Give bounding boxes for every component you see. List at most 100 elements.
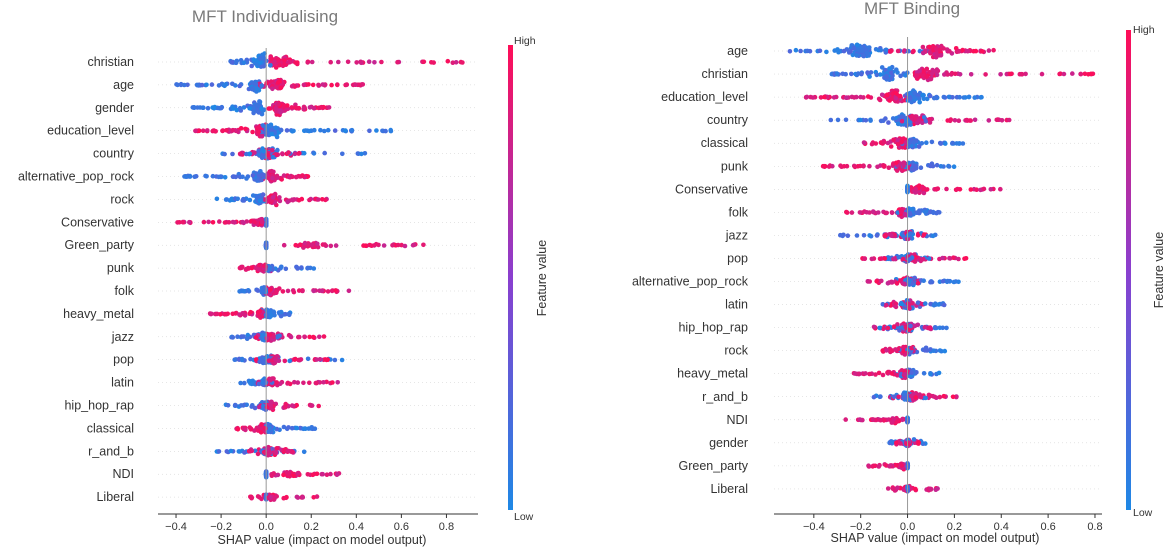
shap-point [879, 65, 885, 70]
shap-point [210, 220, 216, 225]
shap-point [994, 117, 1000, 123]
shap-point [335, 82, 340, 88]
shap-point [894, 281, 900, 286]
feature-label: country [707, 113, 749, 127]
feature-label: pop [727, 251, 748, 265]
shap-point [252, 405, 258, 411]
shap-point [867, 45, 872, 50]
shap-point [923, 48, 928, 53]
shap-point [840, 71, 845, 77]
shap-point [952, 71, 958, 77]
shap-point [986, 118, 992, 123]
shap-point [319, 471, 325, 477]
shap-point [911, 48, 916, 54]
shap-point [303, 128, 309, 133]
shap-point [269, 399, 274, 405]
shap-point [843, 117, 849, 123]
shap-point [263, 130, 268, 136]
shap-point [309, 59, 315, 65]
shap-point [867, 233, 872, 238]
shap-point [305, 356, 311, 362]
shap-point [193, 128, 198, 134]
shap-point [952, 118, 958, 123]
shap-point [283, 311, 288, 317]
feature-label: heavy_metal [63, 307, 134, 321]
shap-point [828, 117, 834, 123]
shap-point [902, 211, 908, 217]
shap-point [344, 82, 350, 87]
shap-point [285, 288, 291, 294]
shap-point [805, 48, 810, 54]
shap-point [294, 494, 300, 500]
shap-point [421, 242, 426, 248]
shap-point [312, 426, 318, 432]
feature-label: folk [115, 284, 135, 298]
shap-point [241, 334, 246, 339]
shap-point [921, 278, 926, 284]
shap-point [956, 256, 961, 262]
shap-point [946, 94, 952, 100]
shap-point [998, 186, 1003, 192]
shap-point [943, 141, 948, 146]
shap-point [257, 198, 263, 204]
feature-label: folk [729, 205, 749, 219]
shap-point [215, 105, 221, 111]
shap-point [285, 380, 291, 386]
shap-point [907, 256, 913, 262]
shap-point [273, 357, 278, 362]
shap-point [277, 381, 283, 387]
shap-point [944, 186, 949, 192]
shap-point [294, 425, 300, 431]
shap-point [887, 66, 892, 71]
shap-point [315, 241, 320, 247]
shap-point [899, 301, 905, 307]
shap-point [274, 173, 280, 179]
shap-point [266, 358, 272, 364]
colorbar: High Low Feature value [508, 35, 549, 523]
shap-point [310, 472, 316, 478]
shap-point [270, 147, 275, 153]
feature-label: Conservative [675, 182, 748, 196]
shap-point [968, 72, 974, 77]
shap-point [328, 59, 334, 65]
shap-point [929, 139, 935, 145]
shap-point [270, 195, 276, 200]
shap-point [247, 106, 252, 111]
shap-point [1006, 117, 1012, 123]
shap-point [240, 264, 245, 270]
shap-point [928, 76, 934, 82]
shap-point [278, 313, 284, 319]
shap-point [898, 73, 903, 79]
shap-point [328, 471, 333, 477]
shap-point [261, 55, 266, 61]
shap-point [301, 150, 307, 156]
shap-point [255, 288, 261, 293]
shap-point [951, 164, 957, 169]
shap-point [1061, 71, 1067, 77]
shap-point [817, 48, 823, 54]
shap-point [174, 82, 179, 87]
shap-point [295, 60, 300, 65]
shap-point [269, 473, 275, 479]
shap-point [264, 354, 270, 359]
shap-point [973, 48, 979, 54]
shap-point [335, 380, 341, 385]
x-tick-label: 0.8 [439, 521, 454, 533]
shap-point [411, 242, 417, 248]
shap-point [1039, 71, 1045, 77]
shap-point [273, 65, 279, 70]
feature-label: country [93, 147, 135, 161]
shap-point [935, 186, 941, 191]
x-tick-label: −0.2 [210, 521, 232, 533]
shap-point [882, 233, 888, 238]
feature-label: hip_hop_rap [678, 321, 748, 335]
shap-point [316, 197, 321, 202]
shap-point [278, 127, 284, 133]
shap-point [208, 311, 214, 317]
feature-label: pop [113, 353, 134, 367]
shap-point [296, 151, 302, 156]
shap-point [822, 94, 827, 100]
shap-point [937, 325, 943, 331]
shap-point [333, 288, 339, 293]
shap-point [273, 84, 279, 90]
